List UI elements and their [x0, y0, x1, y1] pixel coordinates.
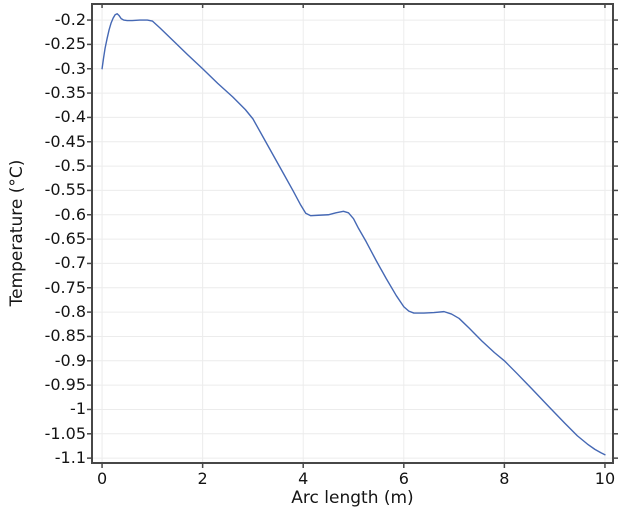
y-tick-label: -0.3 — [54, 58, 86, 78]
y-tick-label: -0.5 — [54, 156, 86, 176]
y-tick-label: -1.05 — [44, 423, 86, 443]
x-tick-label: 10 — [594, 469, 616, 488]
y-tick-label: -0.4 — [54, 107, 86, 127]
y-tick-label: -0.25 — [44, 34, 86, 54]
x-tick-label: 0 — [96, 469, 108, 488]
x-tick-label: 2 — [197, 469, 208, 488]
y-tick-label: -0.8 — [54, 302, 86, 322]
y-axis-title: Temperature (°C) — [7, 159, 27, 307]
y-tick-label: -0.75 — [44, 277, 86, 297]
temperature-curve — [101, 13, 606, 456]
y-tick-label: -1 — [70, 399, 86, 419]
y-tick-label: -0.45 — [44, 131, 86, 151]
x-tick-label: 4 — [298, 469, 309, 488]
y-tick-label: -0.35 — [44, 83, 86, 103]
x-tick-label: 8 — [499, 469, 510, 488]
axis-frame — [91, 3, 614, 464]
x-tick-label: 6 — [398, 469, 409, 488]
y-tick-label: -0.95 — [44, 375, 86, 395]
y-tick-label: -0.7 — [54, 253, 86, 273]
y-tick-label: -0.85 — [44, 326, 86, 346]
y-tick-label: -0.55 — [44, 180, 86, 200]
y-tick-label: -0.65 — [44, 229, 86, 249]
x-axis-title: Arc length (m) — [291, 488, 414, 508]
y-tick-label: -0.2 — [54, 10, 86, 30]
y-tick-label: -1.1 — [54, 448, 86, 468]
y-tick-label: -0.6 — [54, 204, 86, 224]
y-tick-label: -0.9 — [54, 350, 86, 370]
